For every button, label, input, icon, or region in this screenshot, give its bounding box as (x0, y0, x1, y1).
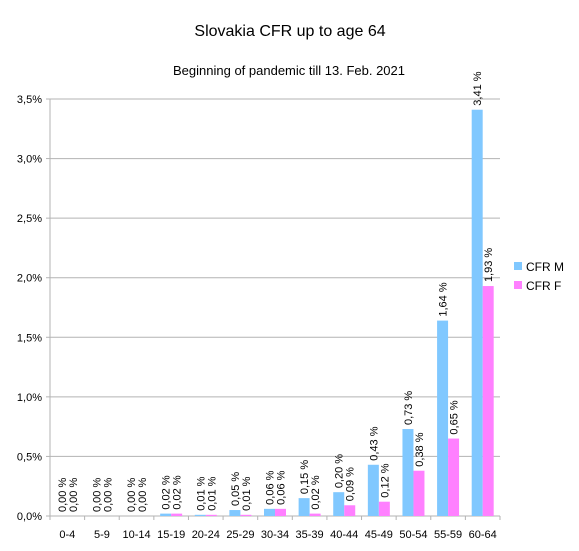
bar (229, 510, 241, 516)
bar (367, 464, 379, 516)
x-tick-label: 15-19 (157, 529, 185, 541)
bar (194, 514, 206, 516)
data-label: 0,01 % (206, 476, 218, 510)
data-label: 0,09 % (345, 467, 357, 501)
data-label: 1,64 % (438, 282, 450, 316)
x-tick-label: 5-9 (94, 529, 110, 541)
data-label: 0,15 % (299, 460, 311, 494)
x-tick-label: 30-34 (261, 529, 289, 541)
data-label: 0,02 % (310, 475, 322, 509)
legend-label: CFR M (526, 260, 564, 274)
y-tick-label: 2,5% (17, 213, 42, 225)
x-tick-label: 40-44 (330, 529, 358, 541)
bar (298, 498, 310, 516)
bar (482, 286, 494, 516)
y-tick-label: 2,0% (17, 273, 42, 285)
data-label: 0,00 % (126, 478, 138, 512)
data-label: 0,65 % (449, 400, 461, 434)
data-label: 0,73 % (403, 391, 415, 425)
y-axis-ticks: 0,0% 0,5% 1,0% 1,5% 2,0% 2,5% 3,0% 3,5% (17, 94, 50, 523)
x-tick-label: 45-49 (365, 529, 393, 541)
chart-subtitle: Beginning of pandemic till 13. Feb. 2021 (173, 63, 405, 78)
legend-swatch (514, 281, 522, 289)
bar (378, 501, 390, 516)
data-label: 0,00 % (137, 478, 149, 512)
bar (413, 470, 425, 516)
y-tick-label: 1,5% (17, 332, 42, 344)
data-label: 0,12 % (379, 463, 391, 497)
x-tick-label: 0-4 (59, 529, 75, 541)
bar (333, 492, 345, 516)
bar (448, 438, 460, 516)
chart-title: Slovakia CFR up to age 64 (194, 23, 385, 40)
data-label: 0,43 % (368, 426, 380, 460)
bar (205, 514, 217, 516)
data-label: 0,02 % (172, 475, 184, 509)
gridlines (50, 98, 500, 517)
data-label: 0,20 % (334, 454, 346, 488)
data-label: 0,00 % (57, 478, 69, 512)
x-tick-label: 55-59 (434, 529, 462, 541)
y-tick-label: 0,0% (17, 511, 42, 523)
legend-label: CFR F (526, 279, 561, 293)
y-tick-label: 0,5% (17, 451, 42, 463)
data-label: 3,41 % (472, 71, 484, 105)
legend: CFR M CFR F (514, 260, 564, 293)
bar (160, 513, 172, 516)
bar (171, 513, 183, 516)
x-tick-label: 25-29 (226, 529, 254, 541)
x-tick-label: 50-54 (399, 529, 427, 541)
data-label: 0,01 % (241, 476, 253, 510)
data-labels: 0,00 % 0,00 % 0,00 % 0,02 % 0,01 % 0,05 % 0,06… (57, 71, 495, 512)
y-tick-label: 3,5% (17, 94, 42, 106)
bar (402, 429, 414, 516)
bar (264, 508, 275, 516)
data-label: 1,93 % (483, 248, 495, 282)
data-label: 0,00 % (68, 478, 80, 512)
data-label: 0,01 % (195, 476, 207, 510)
data-label: 0,05 % (230, 472, 242, 506)
legend-swatch (514, 262, 522, 270)
x-axis-ticks: 0-4 5-9 10-14 15-19 20-24 25-29 30-34 35-39 40-4… (49, 516, 501, 541)
y-tick-label: 1,0% (17, 392, 42, 404)
y-tick-label: 3,0% (17, 154, 42, 166)
data-label: 0,00 % (91, 478, 103, 512)
axes (49, 99, 500, 517)
bar (437, 320, 449, 516)
bar (275, 508, 286, 516)
bar (471, 109, 483, 517)
bar (344, 505, 356, 516)
data-label: 0,06 % (276, 470, 288, 504)
bars (160, 109, 494, 517)
data-label: 0,38 % (414, 432, 426, 466)
data-label: 0,06 % (265, 470, 277, 504)
x-tick-label: 60-64 (469, 529, 497, 541)
bar (309, 513, 321, 516)
data-label: 0,02 % (161, 475, 173, 509)
x-tick-label: 10-14 (122, 529, 150, 541)
x-tick-label: 35-39 (296, 529, 324, 541)
bar (240, 514, 252, 516)
data-label: 0,00 % (102, 478, 114, 512)
x-tick-label: 20-24 (192, 529, 220, 541)
